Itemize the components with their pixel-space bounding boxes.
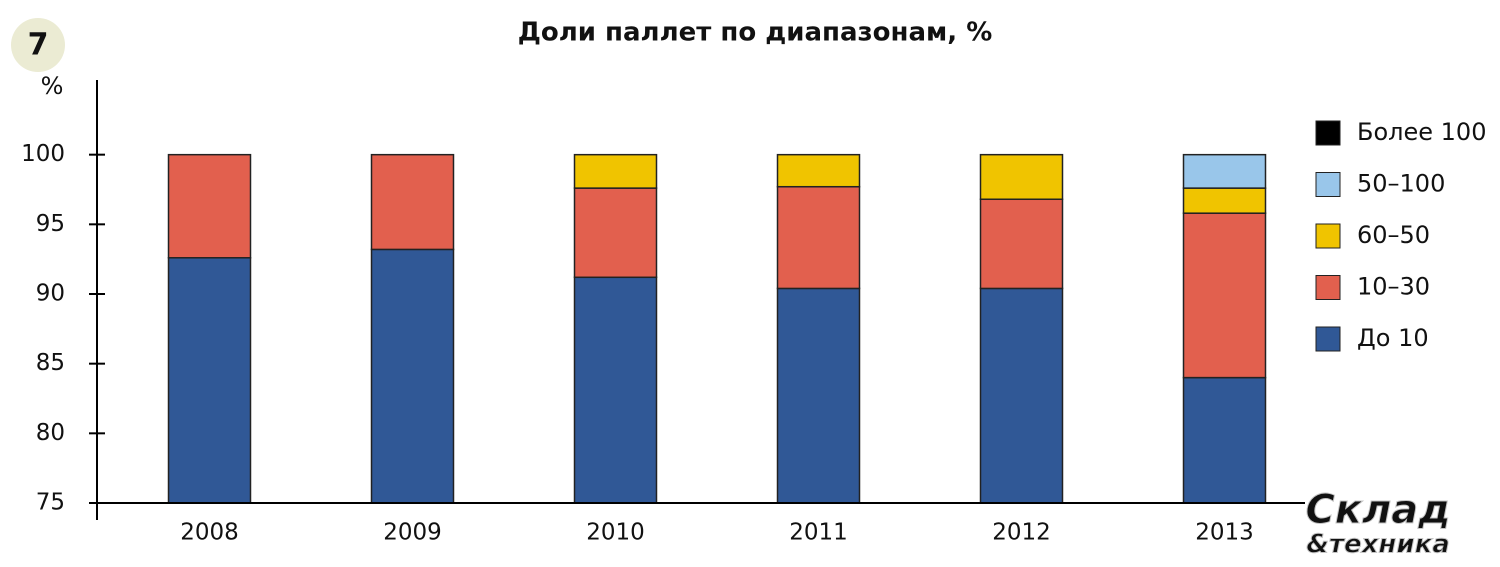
- badge-circle: [11, 18, 65, 72]
- bar-segment: [573, 153, 658, 189]
- x-tick-label: 2012: [992, 520, 1051, 546]
- bar-segment: [167, 153, 252, 259]
- legend-label: До 10: [1357, 324, 1429, 352]
- y-axis-label: %: [41, 72, 64, 100]
- bar-segment: [776, 185, 861, 290]
- badge: 7: [28, 28, 49, 63]
- legend-label: Более 100: [1357, 118, 1486, 146]
- chart-title: Доли паллет по диапазонам, %: [518, 18, 993, 48]
- bar-segment: [1182, 153, 1267, 189]
- bar-segment: [573, 276, 658, 504]
- watermark: &техника: [1306, 530, 1450, 560]
- legend-swatch: [1315, 223, 1341, 249]
- bar-segment: [167, 257, 252, 504]
- bar-segment: [1182, 187, 1267, 214]
- legend-swatch: [1315, 120, 1341, 146]
- x-tick-label: 2010: [586, 520, 645, 546]
- bar-segment: [370, 248, 455, 504]
- legend-swatch: [1315, 275, 1341, 300]
- x-tick-label: 2013: [1195, 520, 1254, 546]
- legend-swatch: [1315, 172, 1341, 197]
- x-tick-label: 2009: [383, 520, 442, 546]
- x-tick-label: 2011: [789, 520, 848, 546]
- y-tick-label: 90: [36, 281, 65, 307]
- bar-segment: [1182, 212, 1267, 379]
- bar-segment: [979, 287, 1064, 504]
- watermark: Склад: [1305, 487, 1450, 533]
- legend-label: 60–50: [1357, 221, 1430, 249]
- x-tick-label: 2008: [180, 520, 239, 546]
- bar-segment: [370, 153, 455, 251]
- legend-swatch: [1315, 326, 1341, 352]
- bar-segment: [573, 187, 658, 279]
- bar-segment: [776, 287, 861, 504]
- y-tick-label: 100: [21, 141, 65, 167]
- bar-segment: [776, 153, 861, 188]
- y-tick-label: 85: [36, 350, 65, 376]
- y-tick-label: 80: [36, 420, 65, 446]
- legend-label: 10–30: [1357, 273, 1430, 301]
- bar-segment: [1182, 376, 1267, 504]
- legend-label: 50–100: [1357, 170, 1445, 198]
- y-tick-label: 95: [36, 211, 65, 237]
- bar-segment: [979, 198, 1064, 290]
- bar-segment: [979, 153, 1064, 201]
- y-tick-label: 75: [36, 490, 65, 516]
